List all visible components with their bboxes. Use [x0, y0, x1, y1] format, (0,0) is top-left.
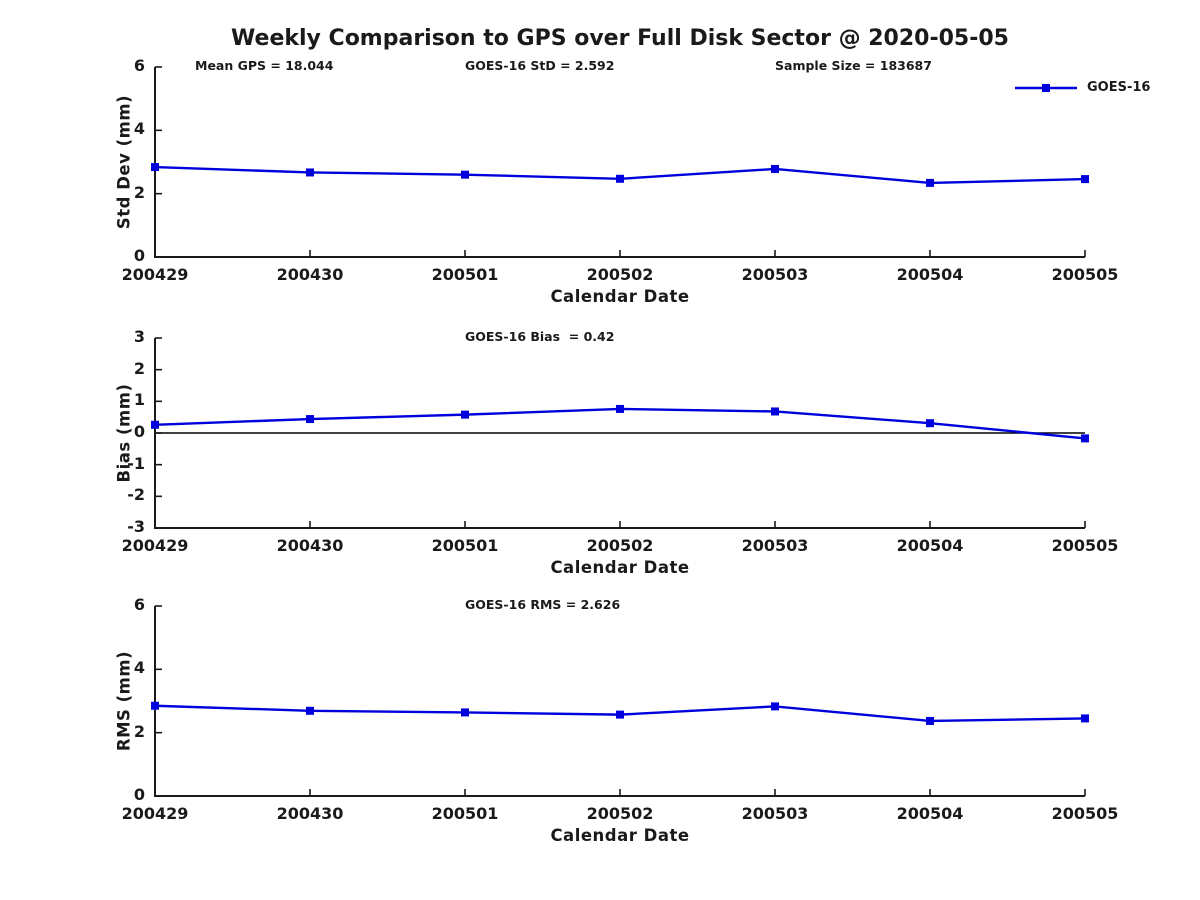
rms-plot-area — [151, 605, 1089, 797]
y-tick-label: 2 — [133, 182, 145, 202]
axis-lines — [154, 67, 1085, 258]
x-tick-label: 200503 — [741, 536, 809, 555]
x-tick-label: 200504 — [896, 536, 964, 555]
annotation-mean-gps: Mean GPS = 18.044 — [195, 58, 334, 73]
subplot-rms: GOES-16 RMS = 2.626 RMS (mm) Calendar Da… — [0, 595, 1200, 866]
x-tick-label: 200503 — [741, 804, 809, 823]
y-tick-label: 4 — [133, 658, 145, 678]
y-tick-label: -1 — [127, 453, 145, 473]
std-dev-data-marker — [151, 163, 159, 172]
x-tick-label: 200430 — [276, 265, 344, 284]
bias-data-marker — [1081, 434, 1089, 443]
x-tick-label: 200503 — [741, 265, 809, 284]
legend-square-marker-icon — [1042, 83, 1050, 92]
rms-data-marker — [306, 706, 314, 715]
y-tick-label: 2 — [133, 721, 145, 741]
figure-title: Weekly Comparison to GPS over Full Disk … — [231, 26, 1009, 51]
x-tick-label: 200501 — [431, 804, 499, 823]
bias-data-marker — [771, 407, 779, 416]
rms-data-marker — [926, 716, 934, 725]
rms-data-marker — [771, 702, 779, 711]
std-dev-data-marker — [306, 168, 314, 177]
y-tick-label: 4 — [133, 119, 145, 139]
std-dev-data-marker — [1081, 175, 1089, 184]
bias-data-marker — [616, 404, 624, 413]
x-tick-label: 200429 — [121, 265, 189, 284]
y-tick-label: 1 — [133, 390, 145, 410]
x-axis-label: Calendar Date — [550, 826, 690, 845]
bias-line-series — [154, 407, 1086, 440]
bias-data-marker — [461, 410, 469, 419]
std-dev-data-marker — [771, 164, 779, 173]
x-tick-label: 200501 — [431, 536, 499, 555]
bias-data-marker — [151, 420, 159, 429]
std-dev-data-marker — [616, 174, 624, 183]
bias-plot-area — [151, 337, 1089, 529]
x-tick-label: 200505 — [1051, 536, 1119, 555]
x-tick-label: 200430 — [276, 536, 344, 555]
x-tick-label: 200501 — [431, 265, 499, 284]
bias-data-marker — [306, 415, 314, 424]
y-tick-label: 0 — [133, 422, 145, 441]
y-tick-label: 6 — [133, 56, 145, 75]
y-axis-label-std-dev: Std Dev (mm) — [114, 94, 134, 230]
rms-data-marker — [1081, 714, 1089, 723]
y-tick-label: 0 — [133, 246, 145, 265]
y-tick-label: 6 — [133, 595, 145, 614]
x-tick-label: 200502 — [586, 804, 654, 823]
x-tick-label: 200504 — [896, 804, 964, 823]
subplot-std-dev: Mean GPS = 18.044 GOES-16 StD = 2.592 Sa… — [0, 56, 1200, 327]
x-tick-label: 200429 — [121, 536, 189, 555]
bias-data-marker — [926, 419, 934, 428]
x-axis-label: Calendar Date — [550, 287, 690, 306]
annotation-goes16-std: GOES-16 StD = 2.592 — [465, 58, 615, 73]
x-tick-label: 200504 — [896, 265, 964, 284]
y-tick-label: -3 — [127, 517, 145, 536]
y-tick-label: 2 — [133, 358, 145, 378]
x-axis-label: Calendar Date — [550, 558, 690, 577]
x-tick-label: 200505 — [1051, 804, 1119, 823]
x-tick-label: 200505 — [1051, 265, 1119, 284]
annotation-sample-size: Sample Size = 183687 — [775, 58, 932, 73]
rms-data-marker — [461, 708, 469, 717]
legend[interactable]: GOES-16 — [1015, 80, 1150, 95]
std-dev-data-marker — [926, 178, 934, 187]
x-tick-label: 200502 — [586, 536, 654, 555]
legend-line-sample — [1015, 83, 1077, 92]
annotation-goes16-rms: GOES-16 RMS = 2.626 — [465, 597, 621, 612]
x-tick-label: 200429 — [121, 804, 189, 823]
rms-data-marker — [616, 710, 624, 719]
legend-label: GOES-16 — [1087, 80, 1151, 95]
x-tick-label: 200430 — [276, 804, 344, 823]
std-dev-data-marker — [461, 170, 469, 179]
y-tick-label: 3 — [133, 327, 145, 346]
y-tick-label: 0 — [133, 785, 145, 804]
x-tick-label: 200502 — [586, 265, 654, 284]
axis-lines — [154, 606, 1085, 797]
std-dev-plot-area — [151, 66, 1089, 258]
rms-data-marker — [151, 701, 159, 710]
subplot-bias: GOES-16 Bias = 0.42 Bias (mm) Calendar D… — [0, 327, 1200, 598]
y-tick-label: -2 — [127, 485, 145, 505]
annotation-goes16-bias: GOES-16 Bias = 0.42 — [465, 329, 615, 344]
